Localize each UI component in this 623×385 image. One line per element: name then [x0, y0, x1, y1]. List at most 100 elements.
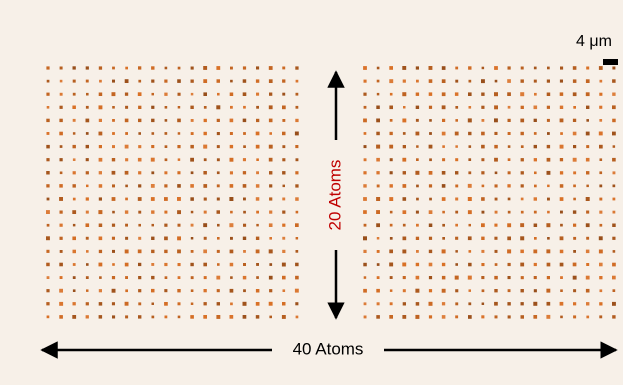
atom	[46, 289, 49, 292]
atom	[442, 66, 446, 70]
atom	[151, 197, 155, 201]
atom	[256, 315, 259, 319]
atom	[230, 184, 234, 188]
atom	[547, 198, 550, 201]
atom	[442, 145, 445, 148]
atom	[178, 158, 181, 161]
atom	[73, 158, 76, 161]
atom	[99, 197, 102, 200]
atom	[547, 132, 550, 135]
atom	[269, 289, 272, 292]
atom	[494, 237, 497, 240]
atom	[363, 263, 367, 267]
atom	[599, 171, 602, 174]
atom	[364, 276, 367, 279]
atom	[86, 158, 89, 161]
atom	[282, 198, 285, 201]
atom	[125, 185, 128, 188]
atom	[429, 145, 433, 149]
atom	[269, 197, 272, 200]
atom	[72, 210, 76, 214]
atom	[573, 250, 576, 253]
atom	[164, 197, 168, 201]
atom	[586, 92, 590, 96]
atom	[560, 119, 564, 123]
atom	[481, 197, 485, 201]
atom	[508, 132, 511, 135]
atom	[190, 263, 193, 266]
atom	[600, 80, 603, 83]
atom	[416, 106, 419, 109]
atom	[204, 106, 207, 109]
atom	[586, 237, 589, 240]
atom	[599, 263, 603, 267]
atom	[269, 105, 273, 109]
atom	[468, 132, 471, 135]
atom	[138, 119, 141, 122]
atom	[178, 302, 181, 305]
atom	[73, 184, 76, 187]
atom	[429, 237, 432, 240]
atom	[442, 276, 446, 280]
atom	[390, 184, 393, 187]
atom	[99, 171, 102, 174]
atom	[177, 210, 181, 214]
atom	[507, 302, 510, 305]
atom	[99, 184, 103, 188]
atom	[416, 237, 419, 240]
atom	[151, 171, 154, 174]
atom	[390, 211, 393, 214]
atom	[508, 289, 511, 292]
atom	[138, 145, 141, 148]
atom	[295, 197, 299, 201]
atom	[138, 80, 141, 83]
atom	[59, 263, 63, 267]
atom	[125, 132, 128, 135]
atom	[243, 237, 246, 240]
atom	[269, 223, 273, 227]
atom	[415, 171, 419, 175]
atom	[455, 145, 458, 148]
atom	[47, 224, 50, 227]
atom	[600, 224, 603, 227]
atom	[47, 316, 50, 319]
atom	[72, 106, 76, 110]
atom	[165, 106, 168, 109]
atom	[229, 223, 233, 227]
atom	[269, 249, 273, 253]
atom	[573, 66, 577, 70]
atom	[560, 316, 563, 319]
atom	[203, 315, 207, 319]
atom	[86, 119, 90, 123]
atom	[377, 276, 380, 279]
atom	[191, 80, 194, 83]
atom	[112, 276, 115, 279]
atom	[46, 250, 49, 253]
atom	[230, 237, 233, 240]
atom	[612, 276, 616, 280]
atom	[546, 289, 550, 293]
atom	[282, 302, 286, 306]
atom	[269, 302, 273, 306]
atom	[282, 250, 285, 253]
atom	[217, 158, 220, 161]
atom	[112, 289, 116, 293]
atom	[99, 66, 102, 69]
atom	[442, 105, 446, 109]
atom	[151, 289, 155, 293]
atom	[152, 93, 155, 96]
atom	[243, 171, 246, 174]
atom	[217, 263, 220, 266]
atom	[560, 171, 563, 174]
atom	[377, 263, 380, 266]
atom	[416, 145, 419, 148]
atom	[282, 237, 285, 240]
atom	[442, 302, 445, 305]
atom	[204, 198, 207, 201]
atom	[390, 237, 393, 240]
atom	[520, 92, 524, 96]
atom	[282, 211, 285, 214]
atom	[230, 106, 233, 109]
atom	[560, 92, 564, 96]
atom	[573, 289, 576, 292]
